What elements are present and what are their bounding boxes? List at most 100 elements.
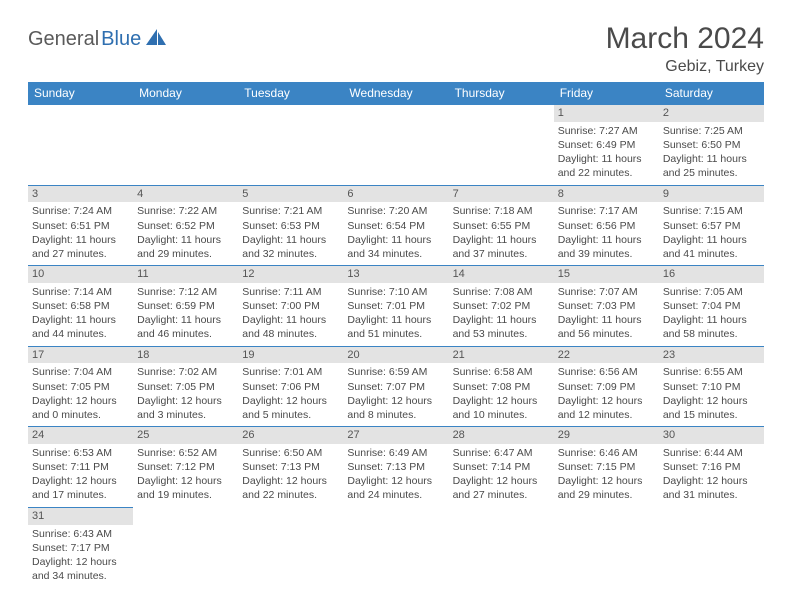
calendar-cell-empty	[449, 104, 554, 185]
sunrise-text: Sunrise: 7:15 AM	[663, 204, 760, 218]
daylight-line2: and 22 minutes.	[558, 166, 655, 180]
day-number: 1	[554, 105, 659, 122]
sunset-text: Sunset: 6:53 PM	[242, 219, 339, 233]
logo-word-general: General	[28, 28, 99, 51]
day-number: 17	[28, 347, 133, 364]
day-number: 4	[133, 186, 238, 203]
calendar-cell-empty	[343, 104, 448, 185]
sunset-text: Sunset: 7:07 PM	[347, 380, 444, 394]
sunrise-text: Sunrise: 7:02 AM	[137, 365, 234, 379]
daylight-line2: and 51 minutes.	[347, 327, 444, 341]
sunrise-text: Sunrise: 7:07 AM	[558, 285, 655, 299]
daylight-line1: Daylight: 11 hours	[137, 313, 234, 327]
sunrise-text: Sunrise: 7:04 AM	[32, 365, 129, 379]
location-label: Gebiz, Turkey	[606, 58, 764, 76]
daylight-line2: and 12 minutes.	[558, 408, 655, 422]
calendar-cell: 29Sunrise: 6:46 AMSunset: 7:15 PMDayligh…	[554, 426, 659, 507]
daylight-line2: and 0 minutes.	[32, 408, 129, 422]
daylight-line2: and 34 minutes.	[32, 569, 129, 583]
daylight-line2: and 27 minutes.	[453, 488, 550, 502]
daylight-line2: and 25 minutes.	[663, 166, 760, 180]
daylight-line1: Daylight: 11 hours	[453, 313, 550, 327]
daylight-line1: Daylight: 11 hours	[558, 233, 655, 247]
sunset-text: Sunset: 6:55 PM	[453, 219, 550, 233]
day-number: 15	[554, 266, 659, 283]
daylight-line2: and 41 minutes.	[663, 247, 760, 261]
daylight-line2: and 19 minutes.	[137, 488, 234, 502]
calendar-grid: SundayMondayTuesdayWednesdayThursdayFrid…	[28, 82, 764, 587]
daylight-line2: and 27 minutes.	[32, 247, 129, 261]
sunset-text: Sunset: 6:52 PM	[137, 219, 234, 233]
daylight-line2: and 15 minutes.	[663, 408, 760, 422]
daylight-line1: Daylight: 12 hours	[347, 394, 444, 408]
sunset-text: Sunset: 7:01 PM	[347, 299, 444, 313]
sunrise-text: Sunrise: 6:59 AM	[347, 365, 444, 379]
calendar-cell: 4Sunrise: 7:22 AMSunset: 6:52 PMDaylight…	[133, 185, 238, 266]
day-number: 7	[449, 186, 554, 203]
daylight-line1: Daylight: 12 hours	[242, 394, 339, 408]
daylight-line2: and 44 minutes.	[32, 327, 129, 341]
daylight-line1: Daylight: 11 hours	[558, 313, 655, 327]
header: General Blue March 2024 Gebiz, Turkey	[28, 22, 764, 76]
sail-icon	[145, 28, 167, 51]
daylight-line2: and 58 minutes.	[663, 327, 760, 341]
calendar-cell: 9Sunrise: 7:15 AMSunset: 6:57 PMDaylight…	[659, 185, 764, 266]
daylight-line2: and 29 minutes.	[558, 488, 655, 502]
daylight-line2: and 31 minutes.	[663, 488, 760, 502]
calendar-cell: 27Sunrise: 6:49 AMSunset: 7:13 PMDayligh…	[343, 426, 448, 507]
calendar-cell: 20Sunrise: 6:59 AMSunset: 7:07 PMDayligh…	[343, 346, 448, 427]
sunrise-text: Sunrise: 6:47 AM	[453, 446, 550, 460]
sunrise-text: Sunrise: 6:55 AM	[663, 365, 760, 379]
day-number: 20	[343, 347, 448, 364]
weekday-header: Tuesday	[238, 82, 343, 104]
calendar-cell: 12Sunrise: 7:11 AMSunset: 7:00 PMDayligh…	[238, 265, 343, 346]
day-number: 24	[28, 427, 133, 444]
sunrise-text: Sunrise: 7:05 AM	[663, 285, 760, 299]
sunset-text: Sunset: 7:05 PM	[32, 380, 129, 394]
daylight-line2: and 56 minutes.	[558, 327, 655, 341]
calendar-cell: 26Sunrise: 6:50 AMSunset: 7:13 PMDayligh…	[238, 426, 343, 507]
daylight-line1: Daylight: 11 hours	[242, 313, 339, 327]
daylight-line1: Daylight: 11 hours	[663, 233, 760, 247]
daylight-line2: and 34 minutes.	[347, 247, 444, 261]
calendar-cell: 15Sunrise: 7:07 AMSunset: 7:03 PMDayligh…	[554, 265, 659, 346]
daylight-line2: and 10 minutes.	[453, 408, 550, 422]
daylight-line2: and 53 minutes.	[453, 327, 550, 341]
month-title: March 2024	[606, 22, 764, 56]
daylight-line1: Daylight: 11 hours	[137, 233, 234, 247]
daylight-line2: and 39 minutes.	[558, 247, 655, 261]
calendar-cell-empty	[133, 104, 238, 185]
daylight-line1: Daylight: 12 hours	[137, 474, 234, 488]
day-number: 25	[133, 427, 238, 444]
sunrise-text: Sunrise: 6:49 AM	[347, 446, 444, 460]
sunrise-text: Sunrise: 6:58 AM	[453, 365, 550, 379]
sunset-text: Sunset: 7:09 PM	[558, 380, 655, 394]
day-number: 27	[343, 427, 448, 444]
calendar-cell: 14Sunrise: 7:08 AMSunset: 7:02 PMDayligh…	[449, 265, 554, 346]
daylight-line2: and 29 minutes.	[137, 247, 234, 261]
sunrise-text: Sunrise: 6:53 AM	[32, 446, 129, 460]
day-number: 29	[554, 427, 659, 444]
daylight-line2: and 46 minutes.	[137, 327, 234, 341]
daylight-line1: Daylight: 11 hours	[663, 313, 760, 327]
sunset-text: Sunset: 7:08 PM	[453, 380, 550, 394]
day-number: 23	[659, 347, 764, 364]
daylight-line1: Daylight: 12 hours	[453, 474, 550, 488]
daylight-line2: and 3 minutes.	[137, 408, 234, 422]
weekday-header: Thursday	[449, 82, 554, 104]
calendar-cell: 16Sunrise: 7:05 AMSunset: 7:04 PMDayligh…	[659, 265, 764, 346]
calendar-cell: 6Sunrise: 7:20 AMSunset: 6:54 PMDaylight…	[343, 185, 448, 266]
sunrise-text: Sunrise: 7:24 AM	[32, 204, 129, 218]
sunrise-text: Sunrise: 6:43 AM	[32, 527, 129, 541]
daylight-line1: Daylight: 12 hours	[137, 394, 234, 408]
daylight-line1: Daylight: 11 hours	[558, 152, 655, 166]
daylight-line2: and 37 minutes.	[453, 247, 550, 261]
daylight-line2: and 32 minutes.	[242, 247, 339, 261]
daylight-line1: Daylight: 11 hours	[347, 313, 444, 327]
sunrise-text: Sunrise: 6:46 AM	[558, 446, 655, 460]
sunrise-text: Sunrise: 7:20 AM	[347, 204, 444, 218]
calendar-cell: 19Sunrise: 7:01 AMSunset: 7:06 PMDayligh…	[238, 346, 343, 427]
calendar-cell-empty	[28, 104, 133, 185]
sunset-text: Sunset: 6:51 PM	[32, 219, 129, 233]
weekday-header: Wednesday	[343, 82, 448, 104]
